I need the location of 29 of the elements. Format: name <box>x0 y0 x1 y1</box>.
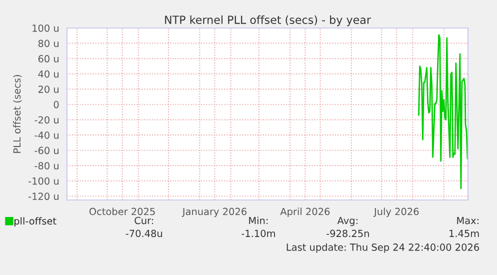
y-tick-label: 0 <box>54 100 59 108</box>
y-tick-label: 20 u <box>38 86 58 93</box>
text: Cur: <box>134 216 154 224</box>
text: -1.10m <box>242 230 275 238</box>
text: Avg: <box>337 216 358 226</box>
y-tick-label: -60 u <box>34 146 58 154</box>
y-tick-label: 60 u <box>38 55 58 62</box>
text: -70.48u <box>126 230 162 238</box>
x-tick-label: January 2026 <box>182 208 246 218</box>
x-tick-label: October 2025 <box>89 208 155 216</box>
text: Min: <box>249 216 268 224</box>
y-tick-label: 40 u <box>38 70 58 78</box>
text: Last update: Thu Sep 24 22:40:00 2026 <box>286 243 479 253</box>
y-tick-label: -100 u <box>28 177 58 185</box>
y-tick-label: 100 u <box>32 24 58 32</box>
y-tick-label: -80 u <box>34 162 58 170</box>
text: 1.45m <box>450 230 479 238</box>
y-tick-label: 80 u <box>38 40 58 48</box>
x-tick-label: July 2026 <box>373 208 419 218</box>
y-axis-title: PLL offset (secs) <box>13 75 22 153</box>
y-tick-label: -120 u <box>28 192 58 200</box>
legend-label: pll-offset <box>14 217 56 227</box>
x-tick-label: April 2026 <box>280 208 330 218</box>
text: -928.25n <box>326 230 369 238</box>
y-tick-label: -40 u <box>34 132 58 139</box>
line-series <box>418 34 468 190</box>
y-tick-label: -20 u <box>34 116 58 124</box>
chart-title: NTP kernel PLL offset (secs) - by year <box>165 15 372 26</box>
text: Max: <box>457 216 478 224</box>
